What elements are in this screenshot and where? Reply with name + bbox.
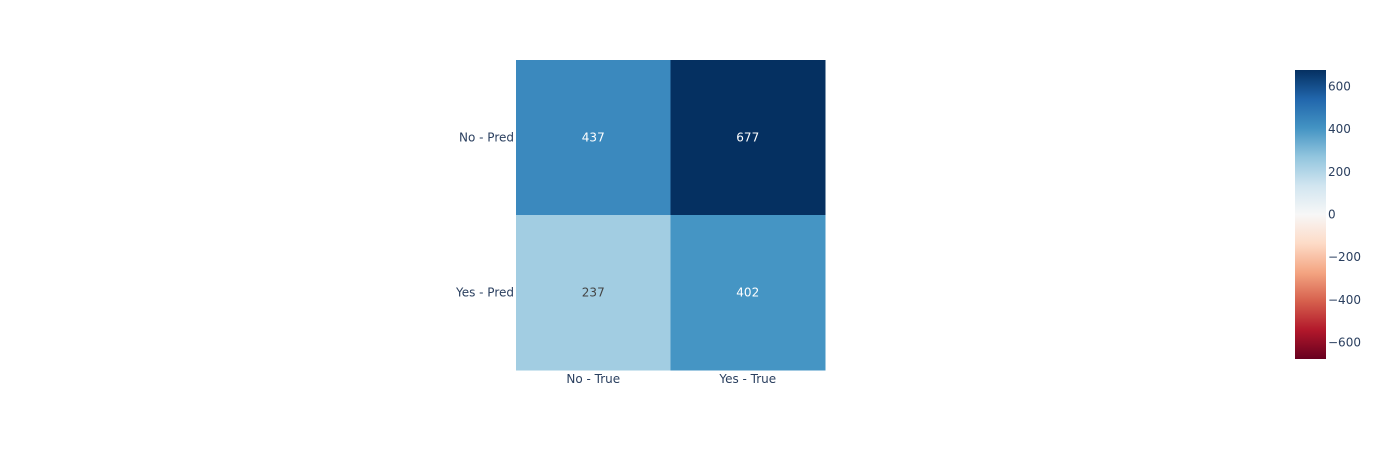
- colorbar-ticks: 600 400 200 0 −200 −400 −600: [1328, 79, 1361, 349]
- colorbar-tick-label: 0: [1328, 208, 1336, 222]
- y-tick-label: No - Pred: [459, 131, 514, 145]
- colorbar-tick-label: 600: [1328, 79, 1351, 93]
- colorbar-gradient: [1295, 70, 1326, 359]
- y-tick-label: Yes - Pred: [455, 286, 514, 300]
- x-tick-label: No - True: [566, 372, 620, 386]
- colorbar-tick-label: −600: [1328, 336, 1361, 350]
- cell-value-label: 402: [736, 286, 759, 300]
- y-axis-ticks: No - Pred Yes - Pred: [455, 131, 514, 300]
- colorbar-tick-label: −400: [1328, 293, 1361, 307]
- colorbar-tick-label: 400: [1328, 122, 1351, 136]
- heatmap-cells: [516, 60, 826, 371]
- heatmap-cell: [516, 60, 671, 216]
- heatmap-cell: [516, 215, 671, 371]
- x-tick-label: Yes - True: [718, 372, 776, 386]
- heatmap-cell: [670, 60, 826, 216]
- heatmap-cell: [670, 215, 826, 371]
- x-axis-ticks: No - True Yes - True: [566, 372, 776, 386]
- colorbar: 600 400 200 0 −200 −400 −600: [1295, 70, 1361, 359]
- cell-value-labels: 437 677 237 402: [582, 131, 759, 300]
- cell-value-label: 237: [582, 286, 605, 300]
- cell-value-label: 677: [736, 131, 759, 145]
- colorbar-tick-label: 200: [1328, 165, 1351, 179]
- colorbar-tick-label: −200: [1328, 250, 1361, 264]
- cell-value-label: 437: [582, 131, 605, 145]
